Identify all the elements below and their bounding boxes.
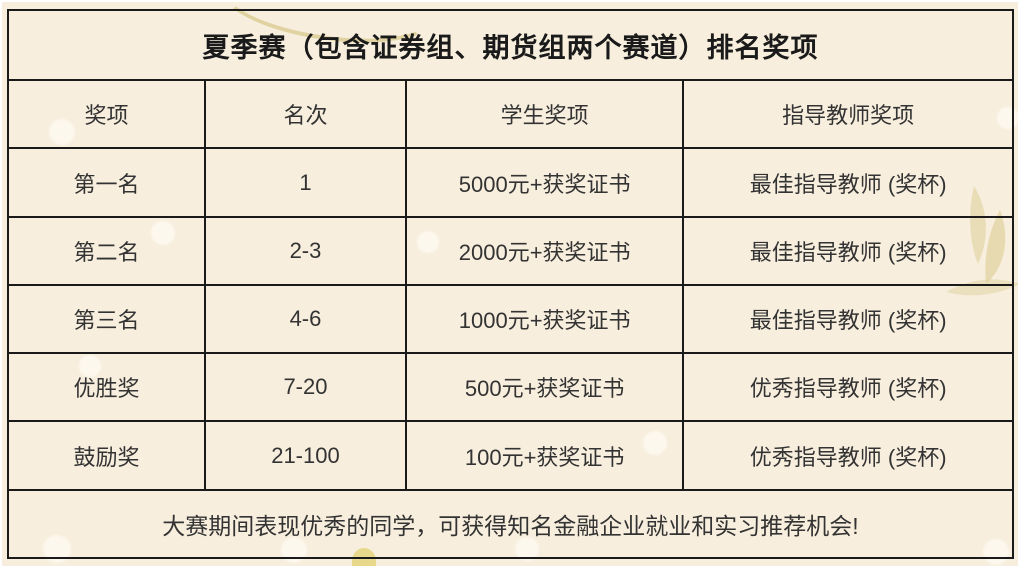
table-row: 第三名 4-6 1000元+获奖证书 最佳指导教师 (奖杯)	[7, 283, 1014, 355]
column-header-teacher-prize: 指导教师奖项	[682, 79, 1014, 150]
column-header-student-prize: 学生奖项	[404, 79, 685, 150]
table-footer-note: 大赛期间表现优秀的同学，可获得知名金融企业就业和实习推荐机会!	[7, 488, 1014, 560]
table-cell: 最佳指导教师 (奖杯)	[682, 215, 1014, 286]
award-table: 夏季赛（包含证券组、期货组两个赛道）排名奖项 奖项 名次 学生奖项 指导教师奖项…	[7, 8, 1014, 560]
table-cell: 优秀指导教师 (奖杯)	[682, 352, 1014, 423]
table-header-row: 奖项 名次 学生奖项 指导教师奖项	[7, 79, 1014, 150]
table-cell: 2000元+获奖证书	[404, 215, 685, 286]
table-cell: 第三名	[7, 283, 206, 355]
column-header-award: 奖项	[7, 79, 206, 150]
table-cell: 优胜奖	[7, 352, 206, 423]
table-title-row: 夏季赛（包含证券组、期货组两个赛道）排名奖项	[7, 8, 1014, 82]
table-row: 第一名 1 5000元+获奖证书 最佳指导教师 (奖杯)	[7, 147, 1014, 218]
table-cell: 2-3	[203, 215, 407, 286]
table-cell: 最佳指导教师 (奖杯)	[682, 147, 1014, 218]
table-row: 鼓励奖 21-100 100元+获奖证书 优秀指导教师 (奖杯)	[7, 420, 1014, 491]
column-header-rank: 名次	[203, 79, 407, 150]
table-cell: 1	[203, 147, 407, 218]
table-cell: 5000元+获奖证书	[404, 147, 685, 218]
table-cell: 7-20	[203, 352, 407, 423]
table-cell: 100元+获奖证书	[404, 420, 685, 491]
table-cell: 1000元+获奖证书	[404, 283, 685, 355]
table-cell: 500元+获奖证书	[404, 352, 685, 423]
table-cell: 第二名	[7, 215, 206, 286]
table-cell: 最佳指导教师 (奖杯)	[682, 283, 1014, 355]
table-cell: 第一名	[7, 147, 206, 218]
table-title: 夏季赛（包含证券组、期货组两个赛道）排名奖项	[7, 8, 1014, 82]
table-cell: 4-6	[203, 283, 407, 355]
table-row: 第二名 2-3 2000元+获奖证书 最佳指导教师 (奖杯)	[7, 215, 1014, 286]
table-cell: 21-100	[203, 420, 407, 491]
table-row: 优胜奖 7-20 500元+获奖证书 优秀指导教师 (奖杯)	[7, 352, 1014, 423]
table-cell: 优秀指导教师 (奖杯)	[682, 420, 1014, 491]
table-cell: 鼓励奖	[7, 420, 206, 491]
table-footer-row: 大赛期间表现优秀的同学，可获得知名金融企业就业和实习推荐机会!	[7, 488, 1014, 560]
